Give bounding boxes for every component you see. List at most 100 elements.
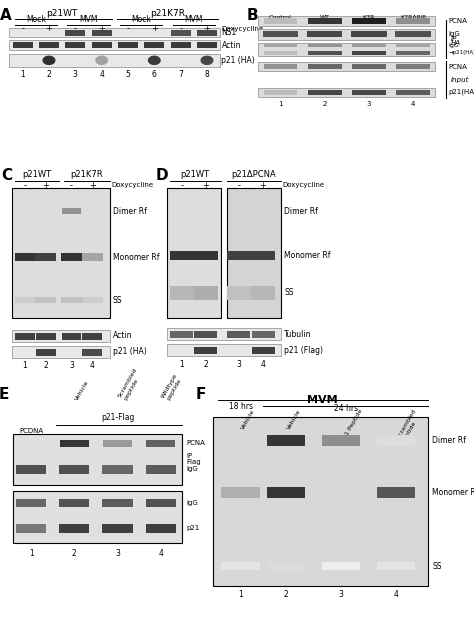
Bar <box>36 254 56 261</box>
Bar <box>9 54 220 67</box>
Text: IgG: IgG <box>186 466 198 472</box>
Text: 18 hrs: 18 hrs <box>228 403 253 412</box>
Text: +: + <box>203 24 210 33</box>
Text: 4: 4 <box>99 69 104 78</box>
Bar <box>264 51 297 55</box>
Text: B: B <box>246 8 258 23</box>
Bar <box>171 30 191 36</box>
Text: 4: 4 <box>90 361 95 370</box>
Text: Tubulin: Tubulin <box>284 330 312 339</box>
Text: 1: 1 <box>278 101 283 107</box>
Text: Monomer Rf: Monomer Rf <box>284 251 331 260</box>
Text: Doxycycline: Doxycycline <box>111 182 154 189</box>
Text: Actin: Actin <box>113 331 132 340</box>
Text: NS1: NS1 <box>221 28 237 37</box>
Bar <box>146 499 176 508</box>
Text: p21ΔPCNA: p21ΔPCNA <box>232 170 276 179</box>
Text: 1: 1 <box>29 548 34 558</box>
Text: Dimer Rf: Dimer Rf <box>432 436 466 445</box>
Bar <box>36 297 56 303</box>
Text: HA: HA <box>451 40 461 47</box>
Bar <box>396 64 430 69</box>
Bar <box>258 62 435 71</box>
Text: PCNA: PCNA <box>448 64 467 69</box>
Text: p21: p21 <box>186 526 199 531</box>
Text: p21K7R: p21K7R <box>71 170 103 179</box>
Bar <box>252 331 274 338</box>
Text: 2: 2 <box>322 101 327 107</box>
Bar <box>267 487 305 498</box>
Text: Dimer Rf: Dimer Rf <box>284 206 318 215</box>
Text: F: F <box>196 387 206 402</box>
Polygon shape <box>148 56 160 64</box>
Text: E: E <box>0 387 9 402</box>
Text: K7RΔPIP: K7RΔPIP <box>401 15 426 20</box>
Text: 3: 3 <box>237 360 241 369</box>
Text: 2: 2 <box>72 548 77 558</box>
Text: 4: 4 <box>411 101 415 107</box>
Bar <box>13 43 33 48</box>
Text: -: - <box>24 181 27 190</box>
Text: SS: SS <box>432 562 442 571</box>
Bar <box>91 30 112 36</box>
Bar <box>170 331 193 338</box>
Bar <box>15 297 36 303</box>
Bar <box>227 286 251 300</box>
Bar <box>308 18 341 24</box>
Text: 3: 3 <box>69 361 74 370</box>
Text: Flag: Flag <box>186 459 201 464</box>
Bar <box>9 27 220 38</box>
Bar <box>15 333 35 340</box>
Bar <box>258 87 435 97</box>
Bar <box>12 330 110 342</box>
Bar <box>194 251 218 260</box>
Text: Scrambled
peptide: Scrambled peptide <box>118 367 144 401</box>
Polygon shape <box>201 56 213 64</box>
Text: +: + <box>42 181 49 190</box>
Text: Monomer Rf: Monomer Rf <box>432 488 474 497</box>
Bar <box>267 562 305 570</box>
Text: MVM: MVM <box>79 15 98 24</box>
Bar <box>102 499 133 508</box>
Bar <box>170 251 194 260</box>
Bar <box>377 562 415 570</box>
Bar <box>227 188 281 318</box>
Text: IgG: IgG <box>186 500 198 506</box>
Bar <box>166 345 281 356</box>
Text: +: + <box>151 24 158 33</box>
Bar <box>82 254 102 261</box>
Text: p21 (HA): p21 (HA) <box>113 347 146 357</box>
Text: 2: 2 <box>43 361 48 370</box>
Text: +: + <box>98 24 105 33</box>
Bar <box>170 286 194 300</box>
Text: 4: 4 <box>158 548 163 558</box>
Bar <box>251 251 275 260</box>
Text: p21-Flag: p21-Flag <box>101 413 134 422</box>
Bar <box>60 440 89 447</box>
Text: 6: 6 <box>152 69 157 78</box>
Text: IgG: IgG <box>448 43 459 48</box>
Text: p21WT: p21WT <box>181 170 210 179</box>
Bar <box>36 348 55 355</box>
Polygon shape <box>43 56 55 64</box>
Bar <box>264 44 297 47</box>
Bar <box>258 17 435 26</box>
Text: p21 (HA): p21 (HA) <box>221 56 255 65</box>
Text: 1: 1 <box>179 360 184 369</box>
Bar <box>352 18 386 24</box>
Bar <box>39 43 59 48</box>
Bar <box>352 64 386 69</box>
Text: IP: IP <box>186 453 192 459</box>
Text: +: + <box>260 181 266 190</box>
Bar <box>103 440 132 447</box>
Bar <box>16 465 46 473</box>
Text: Doxycycline: Doxycycline <box>221 26 264 32</box>
Bar <box>102 524 133 533</box>
Bar <box>322 562 360 570</box>
Bar <box>166 188 221 318</box>
Bar <box>213 417 428 585</box>
Bar <box>118 43 138 48</box>
Text: 5: 5 <box>126 69 130 78</box>
Text: p21(HA): p21(HA) <box>448 89 474 96</box>
Text: SS: SS <box>113 296 122 304</box>
